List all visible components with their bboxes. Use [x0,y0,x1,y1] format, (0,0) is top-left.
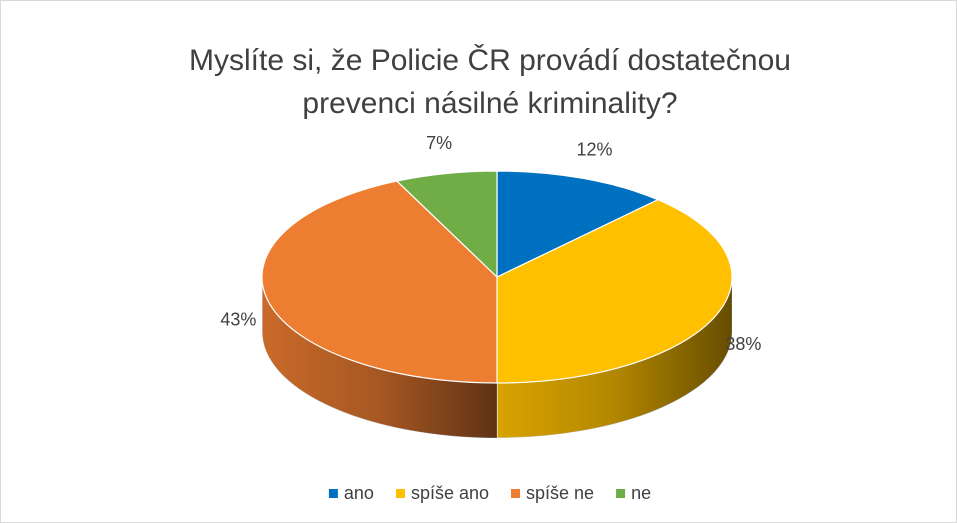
legend-label: spíše ano [411,483,489,503]
data-label: 43% [220,309,256,329]
legend-swatch [616,489,626,498]
slice [496,199,733,384]
legend-label: ano [344,483,374,503]
data-label: 7% [426,133,452,153]
legend-label: ne [631,483,651,503]
data-label: 38% [725,334,761,354]
legend-swatch [328,489,338,498]
slice [496,170,660,278]
data-label: 12% [577,139,613,159]
pie: 12% 38% 43% 7% [220,133,761,439]
slice [261,180,498,384]
legend: ano spíše ano spíše ne ne [328,483,651,503]
slice-side-shade [497,277,732,438]
legend-swatch [511,489,521,498]
legend-swatch [395,489,405,498]
slice [395,170,498,279]
slice-side-shade [262,277,497,438]
legend-label: spíše ne [526,483,594,503]
chart-title: Myslíte si, že Policie ČR provádí dostat… [189,43,791,120]
